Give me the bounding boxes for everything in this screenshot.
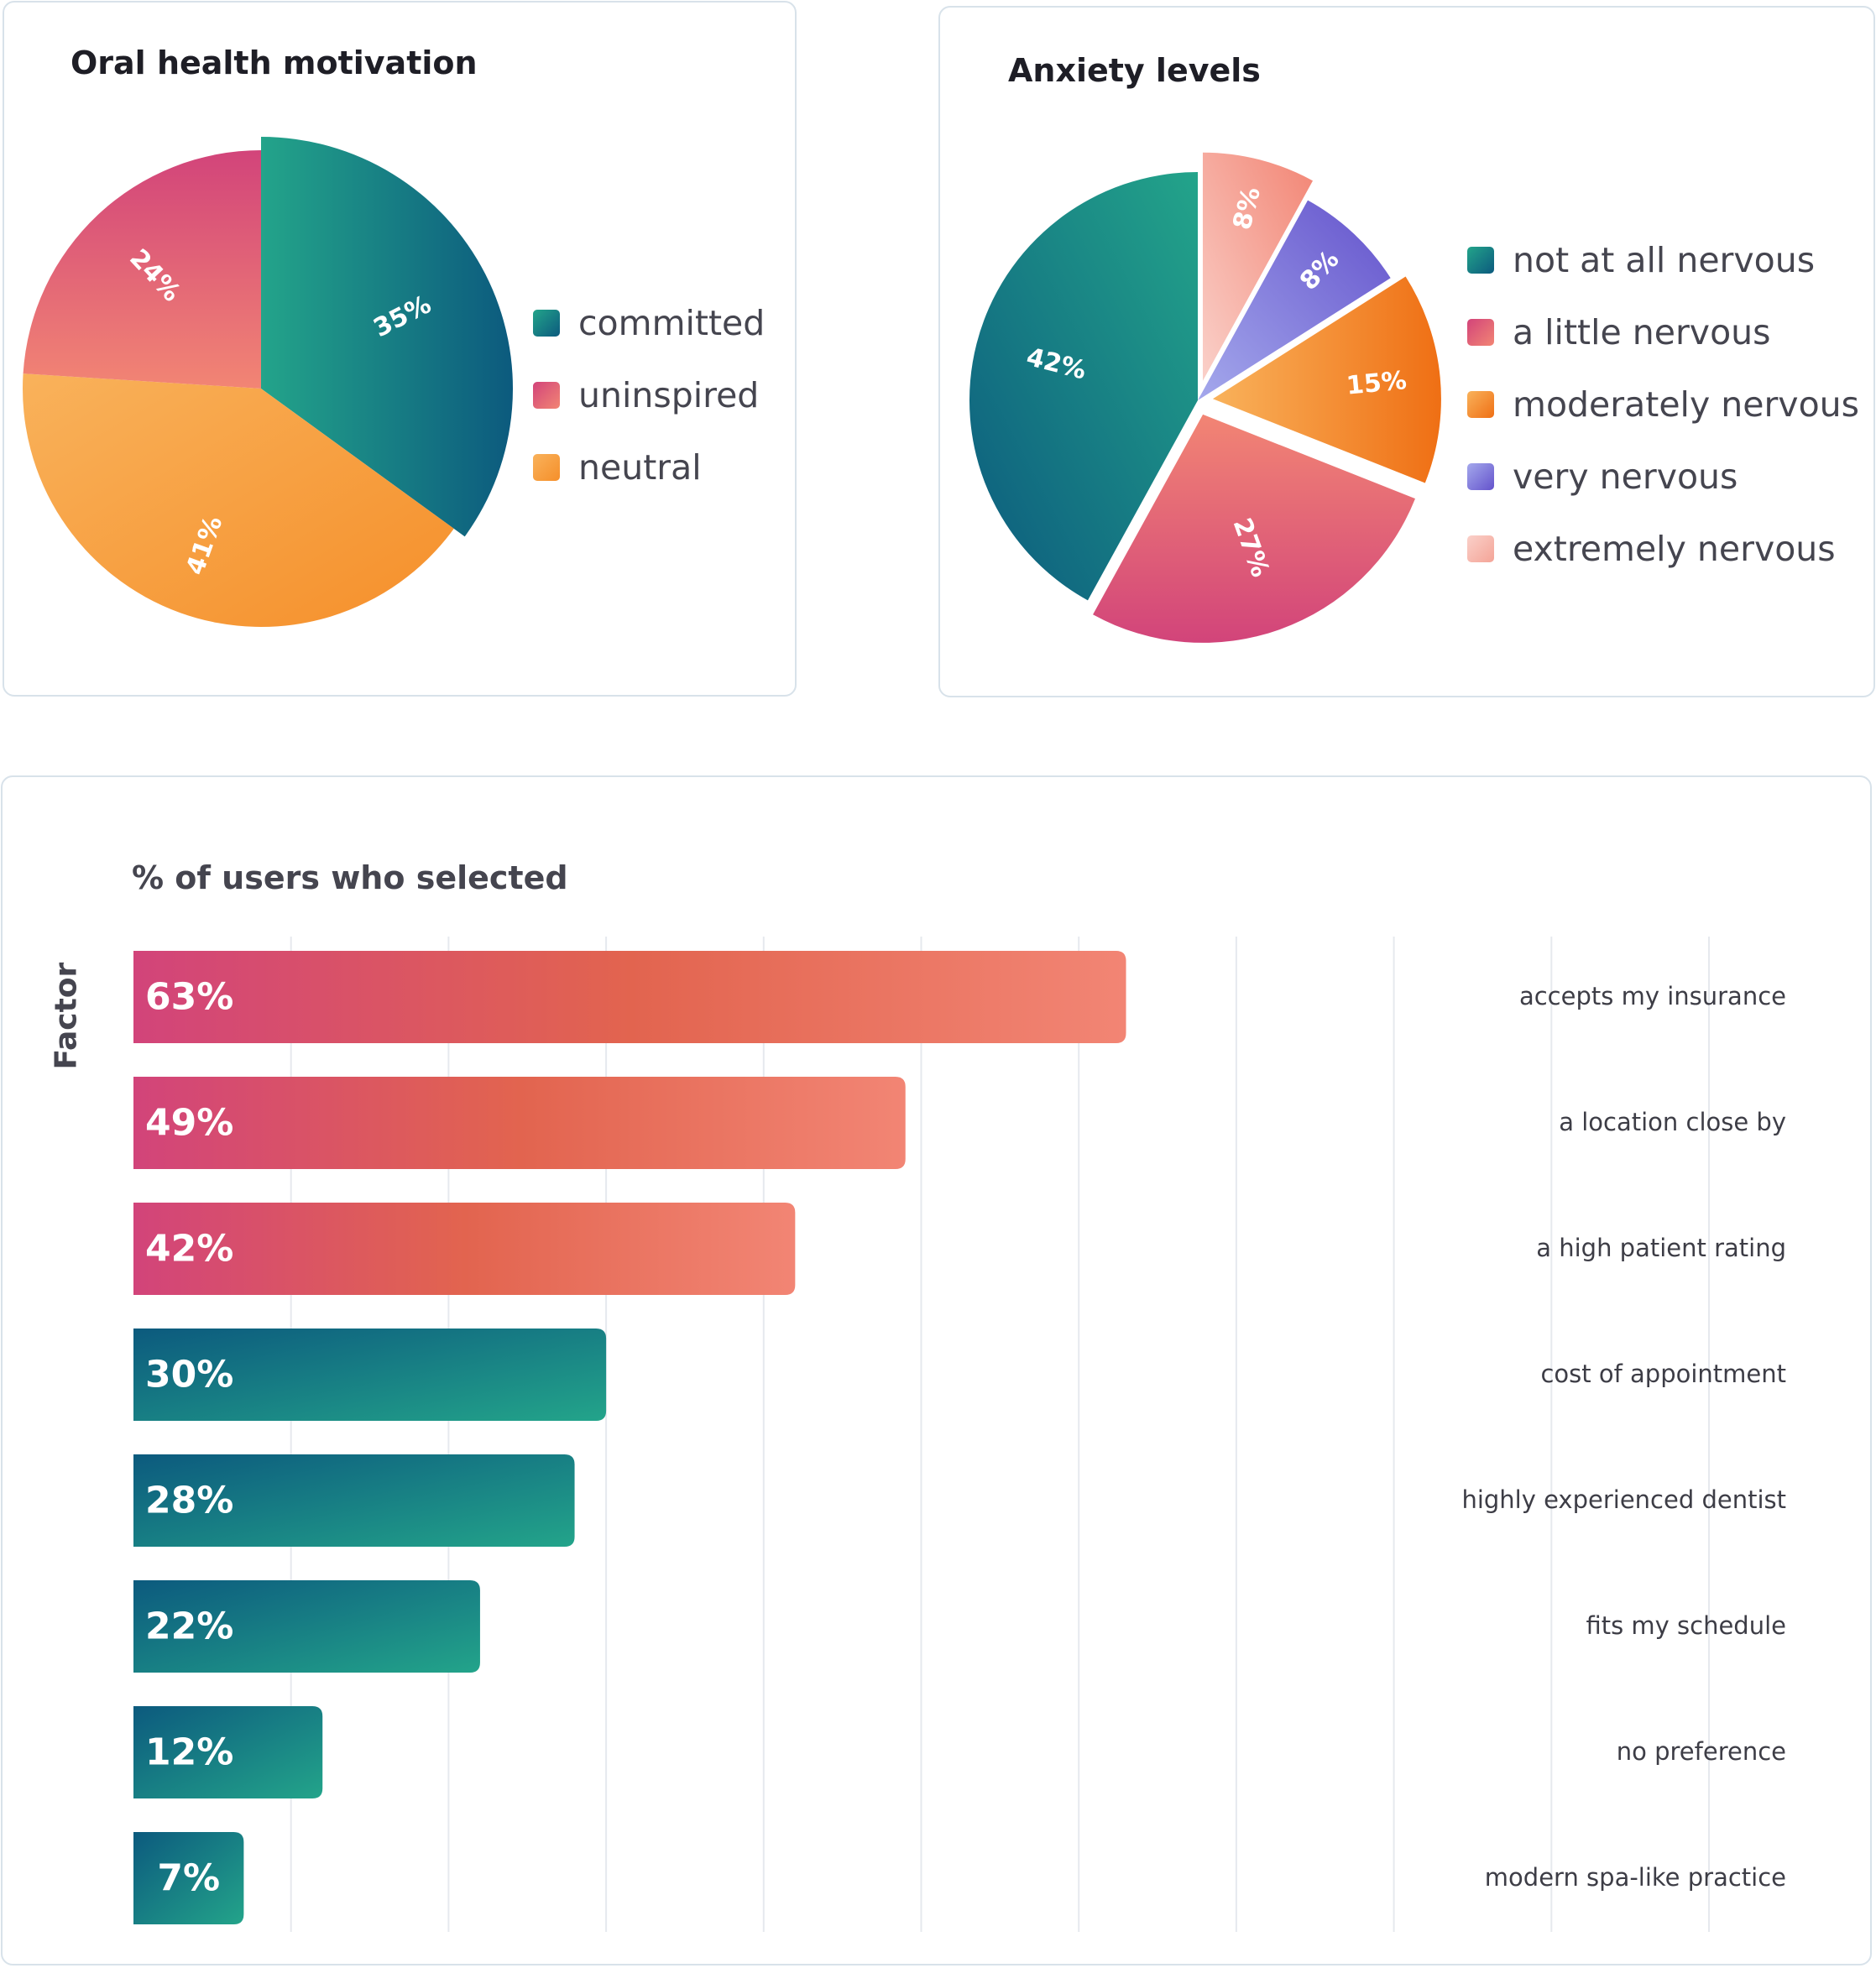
motivation-slice-committed: [261, 137, 514, 537]
category-label-accepts-my-insurance: accepts my insurance: [1518, 982, 1786, 1010]
motivation-card: Oral health motivation 35% 41% 24% committ…: [3, 1, 797, 697]
category-label-a-location-close-by: a location close by: [1559, 1108, 1786, 1136]
bar-highly-experienced-dentist: [133, 1454, 575, 1547]
category-label-highly-experienced-dentist: highly experienced dentist: [1461, 1485, 1786, 1514]
bar-value-label: 7%: [157, 1857, 220, 1900]
bar-fits-my-schedule: [133, 1580, 480, 1673]
bar-value-label: 49%: [145, 1102, 233, 1145]
legend-item-not-at-all-nervous: not at all nervous: [1467, 240, 1815, 280]
bar-value-label: 12%: [145, 1731, 233, 1774]
legend-label-very-nervous: very nervous: [1513, 457, 1738, 497]
bar-value-label: 22%: [145, 1605, 233, 1648]
legend-item-neutral: neutral: [533, 447, 702, 488]
anxiety-slice-a-little-nervous: [1093, 414, 1415, 643]
legend-label-a-little-nervous: a little nervous: [1513, 312, 1771, 352]
anxiety-card: Anxiety levels 8% 8% 15% 27% 42% not at all …: [938, 6, 1875, 697]
legend-item-a-little-nervous: a little nervous: [1467, 312, 1771, 352]
anxiety-slice-extremely-nervous: [1202, 152, 1314, 381]
legend-label-neutral: neutral: [578, 447, 702, 488]
legend-label-not-at-all-nervous: not at all nervous: [1513, 240, 1816, 280]
motivation-pie-chart: 35%41%24%: [22, 137, 514, 627]
legend-label-committed: committed: [578, 303, 766, 343]
anxiety-chart-title: Anxiety levels: [1008, 52, 1261, 89]
anxiety-slice-very-nervous: [1198, 200, 1391, 400]
legend-item-committed: committed: [533, 303, 765, 343]
legend-swatch-moderately-nervous: [1467, 391, 1494, 418]
legend-swatch-uninspired: [533, 382, 560, 409]
legend-swatch-not-at-all-nervous: [1467, 247, 1494, 274]
motivation-chart-title: Oral health motivation: [71, 44, 478, 81]
category-label-fits-my-schedule: fits my schedule: [1586, 1611, 1786, 1640]
legend-item-moderately-nervous: moderately nervous: [1467, 384, 1859, 425]
anxiety-label-moderately-nervous: 15%: [1346, 366, 1408, 401]
anxiety-slice-moderately-nervous: [1212, 276, 1441, 483]
bar-cost-of-appointment: [133, 1329, 607, 1421]
legend-swatch-neutral: [533, 454, 560, 481]
motivation-slice-neutral: [22, 373, 454, 627]
legend-swatch-very-nervous: [1467, 463, 1494, 490]
factors-chart-title: % of users who selected: [132, 859, 568, 896]
bar-a-location-close-by: [133, 1077, 906, 1169]
anxiety-pie-chart: 8%8%15%27%42%: [969, 152, 1441, 643]
category-label-a-high-patient-rating: a high patient rating: [1536, 1234, 1786, 1262]
bar-modern-spa-like-practice: [133, 1832, 244, 1924]
legend-label-moderately-nervous: moderately nervous: [1513, 384, 1860, 425]
factors-bar-chart: 63% 49% 42% 30% 28% 22% 12% 7%: [133, 937, 1710, 1932]
category-label-cost-of-appointment: cost of appointment: [1540, 1360, 1786, 1388]
bar-value-label: 42%: [145, 1228, 233, 1271]
bar-value-label: 28%: [145, 1480, 233, 1522]
legend-swatch-committed: [533, 310, 560, 337]
legend-swatch-a-little-nervous: [1467, 319, 1494, 346]
category-label-modern-spa-like-practice: modern spa-like practice: [1484, 1863, 1786, 1892]
bar-value-label: 63%: [145, 976, 233, 1019]
legend-item-uninspired: uninspired: [533, 375, 759, 415]
factors-card: % of users who selected Factor 63% 49% 42%…: [1, 775, 1872, 1965]
anxiety-slice-not-at-all-nervous: [969, 171, 1198, 601]
bar-value-label: 30%: [145, 1354, 233, 1396]
legend-swatch-extremely-nervous: [1467, 535, 1494, 562]
category-label-no-preference: no preference: [1616, 1737, 1786, 1766]
legend-label-uninspired: uninspired: [578, 375, 760, 415]
bar-no-preference: [133, 1706, 323, 1798]
legend-label-extremely-nervous: extremely nervous: [1513, 529, 1836, 569]
motivation-slice-uninspired: [23, 150, 262, 389]
legend-item-extremely-nervous: extremely nervous: [1467, 529, 1836, 569]
bar-accepts-my-insurance: [133, 951, 1126, 1043]
bar-a-high-patient-rating: [133, 1203, 796, 1295]
legend-item-very-nervous: very nervous: [1467, 457, 1738, 497]
